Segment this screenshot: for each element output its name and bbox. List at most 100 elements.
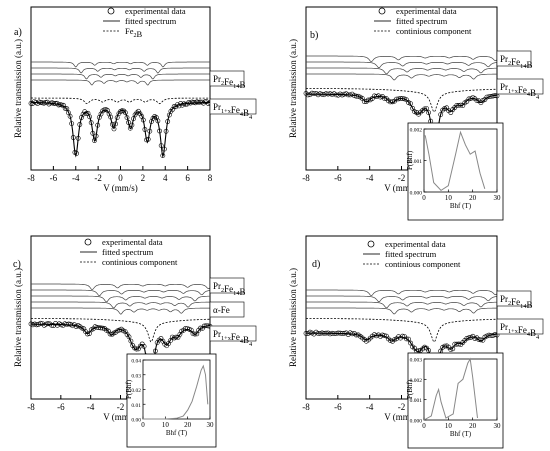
experimental-data-point bbox=[456, 341, 462, 347]
experimental-data-point bbox=[129, 122, 135, 128]
subspectrum-line bbox=[306, 67, 497, 75]
experimental-data-point bbox=[179, 102, 185, 108]
experimental-data-point bbox=[201, 100, 206, 106]
x-tick-label: 4 bbox=[163, 173, 168, 183]
inset-x-axis-label: Bhf (T) bbox=[166, 429, 188, 437]
annotation-label: Pr2Fe14B bbox=[500, 54, 532, 70]
experimental-data-point bbox=[101, 107, 107, 113]
panel-label: a) bbox=[14, 27, 22, 38]
experimental-data-point bbox=[67, 113, 73, 119]
inset-distribution-line bbox=[423, 357, 478, 421]
component-dashed-line bbox=[306, 317, 497, 343]
x-axis-label: V (mm/s) bbox=[103, 183, 138, 193]
inset-x-tick-label: 10 bbox=[445, 422, 453, 430]
annotation-box bbox=[496, 78, 544, 95]
experimental-data-point bbox=[69, 121, 75, 126]
experimental-data-point bbox=[201, 323, 207, 329]
inset-y-axis-label: P(Bhf) bbox=[406, 379, 414, 399]
legend-label: fitted spectrum bbox=[125, 16, 177, 26]
subspectrum-line bbox=[306, 295, 498, 303]
annotation-box bbox=[496, 290, 532, 307]
panel-label: d) bbox=[312, 259, 320, 270]
inset-y-tick-label: 0.000 bbox=[410, 419, 423, 425]
experimental-data-point bbox=[442, 106, 448, 111]
experimental-data-point bbox=[51, 101, 57, 106]
x-tick-label: -2 bbox=[398, 402, 406, 412]
panel-a: -8 -6 -4 -2 0 2 4 6 8 V (mm/s) Relative transmissi… bbox=[13, 6, 257, 193]
inset-y-tick-label: 0.03 bbox=[131, 373, 141, 379]
x-axis-label: V (mm/s) bbox=[384, 183, 419, 193]
experimental-data-point bbox=[197, 99, 203, 105]
annotation-label: Pr1+xFe4B4 bbox=[213, 102, 253, 121]
inset-y-tick-label: 0.00 bbox=[131, 418, 141, 424]
annotation-box bbox=[496, 50, 532, 67]
y-axis-label: Relative transmission (a.u.) bbox=[288, 39, 298, 138]
x-tick-label: -4 bbox=[87, 402, 95, 412]
experimental-data-point bbox=[33, 100, 39, 105]
experimental-data-point bbox=[35, 101, 40, 106]
inset-y-tick-label: 0.02 bbox=[131, 388, 141, 394]
experimental-data-point bbox=[198, 325, 203, 331]
experimental-data-point bbox=[131, 116, 136, 122]
experimental-data-point bbox=[192, 331, 198, 337]
inset-x-tick-label: 0 bbox=[422, 422, 426, 430]
legend-label: continious component bbox=[102, 257, 178, 267]
experimental-data-point bbox=[492, 332, 498, 337]
experimental-data-point bbox=[135, 108, 141, 114]
experimental-data-point bbox=[458, 102, 464, 108]
experimental-data-point bbox=[134, 110, 140, 116]
experimental-data-point bbox=[158, 143, 164, 148]
subspectrum-line bbox=[31, 67, 210, 74]
experimental-data-point bbox=[123, 110, 128, 116]
experimental-data-point bbox=[95, 122, 101, 128]
experimental-data-point bbox=[161, 146, 167, 152]
experimental-data-point bbox=[83, 111, 89, 116]
inset-y-tick-label: 0.001 bbox=[410, 398, 423, 404]
experimental-data-point bbox=[49, 322, 55, 328]
experimental-data-point bbox=[141, 343, 147, 349]
legend-label: fitted spectrum bbox=[396, 16, 448, 26]
experimental-data-point bbox=[66, 321, 72, 327]
plot-frame bbox=[30, 6, 211, 171]
experimental-data-point bbox=[113, 121, 118, 127]
experimental-data-point bbox=[70, 135, 76, 140]
inset-distribution-line bbox=[424, 130, 486, 192]
experimental-data-point bbox=[176, 103, 182, 109]
experimental-data-point bbox=[90, 130, 96, 136]
x-tick-label: -8 bbox=[27, 173, 35, 183]
experimental-data-point bbox=[59, 102, 65, 108]
inset-plot-frame bbox=[423, 358, 498, 421]
experimental-data-point bbox=[173, 334, 179, 340]
inset-x-axis-label: Bhf (T) bbox=[450, 430, 472, 438]
experimental-data-point bbox=[404, 336, 409, 342]
experimental-data-point bbox=[134, 346, 139, 352]
experimental-data-point bbox=[190, 331, 196, 337]
subspectrum-line bbox=[306, 307, 497, 315]
component-dashed-line bbox=[306, 88, 497, 113]
annotation-label: Pr1+xFe4B4 bbox=[500, 82, 540, 101]
panel-b: -8-6-4-202V (mm/s)Relative transmission … bbox=[288, 6, 544, 221]
legend-label: experimental data bbox=[396, 6, 457, 16]
experimental-data-point bbox=[167, 338, 173, 344]
experimental-data-point bbox=[160, 153, 166, 158]
inset-x-tick-label: 20 bbox=[469, 422, 477, 430]
experimental-data-point bbox=[152, 348, 158, 354]
experimental-data-point bbox=[390, 99, 395, 105]
annotation-box bbox=[209, 325, 257, 342]
subspectrum-line bbox=[31, 61, 210, 68]
experimental-data-point bbox=[38, 100, 44, 105]
subspectrum-line bbox=[31, 307, 210, 315]
annotation-label: Pr2Fe14B bbox=[213, 281, 245, 297]
legend-label: experimental data bbox=[385, 239, 446, 249]
inset-x-tick-label: 10 bbox=[162, 421, 170, 429]
experimental-data-point bbox=[194, 331, 200, 337]
x-tick-label: 2 bbox=[141, 173, 146, 183]
subspectrum-line bbox=[306, 61, 498, 69]
inset-x-tick-label: 10 bbox=[445, 194, 453, 202]
x-tick-label: -6 bbox=[334, 402, 342, 412]
experimental-data-point bbox=[88, 120, 94, 126]
x-tick-label: -8 bbox=[302, 173, 310, 183]
experimental-data-point bbox=[142, 127, 148, 132]
experimental-data-point bbox=[165, 119, 171, 124]
experimental-data-point bbox=[126, 334, 132, 340]
